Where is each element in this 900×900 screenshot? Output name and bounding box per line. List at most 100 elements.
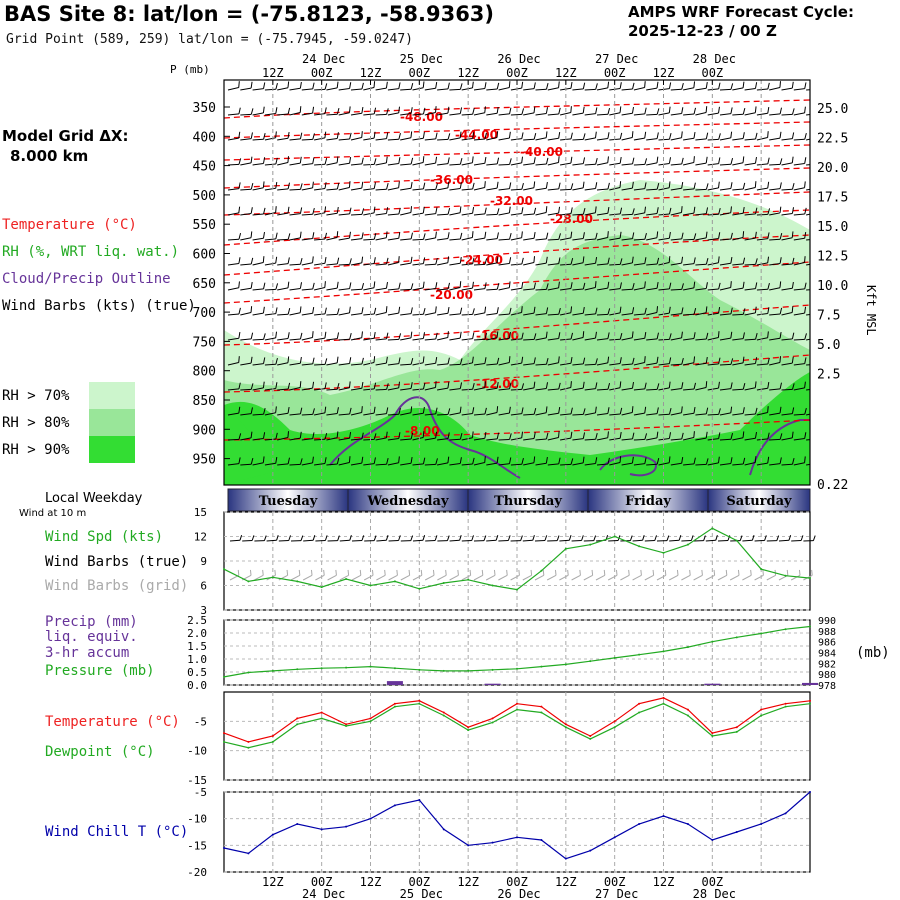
wind-barb (584, 83, 598, 91)
bottom-hour-label: 12Z (360, 875, 382, 889)
wind-barb (375, 383, 389, 391)
top-date-label: 24 Dec (302, 52, 345, 66)
wind-barb (560, 407, 573, 416)
bottom-hour-label: 12Z (653, 875, 675, 889)
wind-barb (314, 182, 327, 191)
height-tick-label: 7.5 (817, 309, 840, 324)
wind-barb (227, 307, 241, 316)
wind-barb (240, 132, 253, 141)
wind-barb (559, 106, 572, 116)
wind-barb (387, 256, 400, 266)
model-grid-label: Model Grid ΔX: 8.000 km (2, 126, 129, 166)
wind-barb (609, 156, 622, 166)
wind-barb-true (229, 535, 243, 542)
wind-barb (350, 331, 363, 341)
wind-barb (547, 131, 561, 141)
wind-barb (572, 82, 586, 91)
wind-barb (805, 137, 810, 141)
wind-barb (510, 81, 524, 91)
wind-barb (400, 256, 413, 266)
wind-barb-grid (302, 569, 313, 581)
wind-barb (264, 432, 278, 441)
wind-barb (584, 256, 598, 266)
wind-barb (793, 357, 807, 366)
dewpoint-label: Dewpoint (°C) (45, 744, 155, 760)
wind-barb (301, 181, 314, 191)
wind-barb (301, 306, 315, 316)
wind-barb (375, 108, 389, 116)
wind-barb-true (693, 535, 706, 542)
wind-barb (387, 132, 401, 141)
wind-barb-true (656, 535, 670, 542)
wind-barb (584, 182, 598, 191)
wind-barb (486, 256, 499, 266)
wind-barb (756, 406, 769, 416)
pressure-tick-label: 800 (193, 365, 216, 380)
wind-barb-grid (473, 569, 484, 581)
wind-barb (769, 433, 783, 441)
wind-barb (498, 281, 511, 291)
wind-barb (683, 107, 697, 116)
wind-barb (486, 82, 500, 91)
wind-barb (646, 407, 659, 416)
pressure-ytick: 988 (818, 627, 836, 638)
wind-barb (584, 232, 598, 241)
wind-barb (621, 82, 635, 91)
wind-barb (437, 282, 451, 291)
wind-barb-grid (449, 569, 459, 581)
wind-barb (363, 182, 376, 191)
wind-barb (769, 457, 782, 466)
wind-barb-true (327, 535, 340, 542)
wind-barb (621, 331, 634, 341)
dewpoint-line (223, 703, 811, 749)
wind-barb (707, 357, 721, 366)
wind-barb (683, 406, 696, 416)
temp-contour-label: -40.00 (520, 145, 563, 159)
wind-barb (596, 407, 610, 416)
wind-barb (633, 131, 647, 141)
wind-barb (461, 81, 474, 91)
wind-barb (756, 357, 770, 366)
weekday-label: Saturday (726, 494, 792, 509)
wind-speed-line (223, 527, 811, 591)
wind-barb (424, 257, 438, 266)
wind-barb (695, 431, 708, 441)
wind-barb (437, 306, 450, 316)
wind-barb (314, 307, 327, 316)
wind-barb (326, 182, 340, 191)
wind-barb (584, 307, 598, 316)
wind-barb (793, 181, 806, 191)
wind-barb (363, 206, 376, 216)
wind-barb (314, 382, 327, 391)
wind-barb (596, 132, 610, 141)
temp-contour (224, 167, 810, 189)
wind-barb (227, 182, 241, 191)
wind-barb (756, 456, 770, 466)
wind-barb (412, 332, 426, 341)
wind-barb (264, 181, 278, 191)
wind-barb (683, 233, 697, 241)
wind-barb (449, 131, 462, 141)
wind-barb-true (486, 535, 499, 542)
wind-barb (584, 457, 598, 466)
wind-barb (400, 307, 413, 316)
wind-barb (584, 107, 598, 116)
wind-barb (510, 332, 524, 341)
wind-barb (510, 207, 524, 216)
wind-barb (510, 257, 524, 266)
pressure-tick-label: 900 (193, 423, 216, 438)
wind-barb (707, 256, 720, 266)
wind-barb (732, 257, 746, 266)
wind-barb (732, 457, 746, 466)
wind-barb (289, 356, 302, 366)
wind-barb (769, 307, 783, 316)
wind-barb (547, 81, 560, 91)
wind-barb (719, 232, 733, 241)
wind-barb (707, 381, 720, 391)
wind-barb (707, 106, 720, 116)
wind-barb (338, 231, 351, 241)
wind-barb (363, 457, 376, 466)
wind-barb (473, 357, 487, 366)
wind-barb (523, 157, 536, 166)
wind-barb (338, 82, 352, 91)
